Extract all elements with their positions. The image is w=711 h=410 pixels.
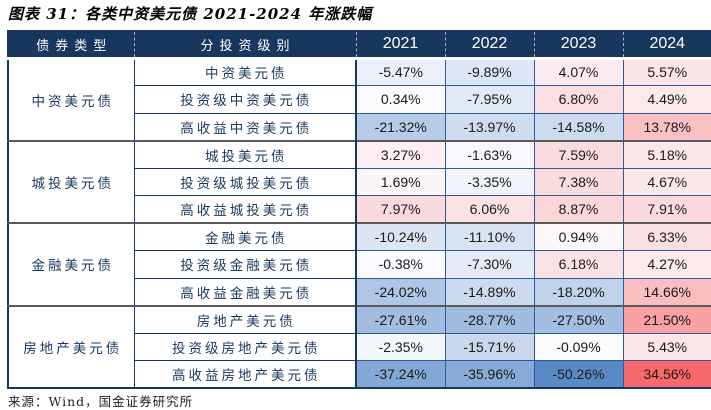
return-value-cell: 3.27% xyxy=(355,139,446,169)
bond-label-cell: 高收益房地产美元债 xyxy=(134,360,357,388)
return-value-cell: 0.34% xyxy=(355,85,446,114)
table-row: 城投美元债 城投美元债 3.27% -1.63% 7.59% 5.18% xyxy=(8,139,711,223)
column-header-2024: 2024 xyxy=(622,31,711,60)
bond-label-cell: 中资美元债 xyxy=(134,58,357,86)
table-row: 高收益房地产美元债 -37.24% -35.96% -50.26% 34.56% xyxy=(8,360,711,389)
return-value-cell: 7.97% xyxy=(355,195,446,224)
return-value-cell: 4.27% xyxy=(622,250,711,279)
return-value-cell: -1.63% xyxy=(444,139,535,169)
return-value-cell: -3.35% xyxy=(444,167,535,196)
table-row: 投资级城投美元债 1.69% -3.35% 7.38% 4.67% xyxy=(8,167,711,196)
return-value-cell: 0.94% xyxy=(533,222,624,251)
return-value-cell: 6.06% xyxy=(444,195,535,224)
return-value-cell: 4.07% xyxy=(533,58,624,86)
return-value-cell: -37.24% xyxy=(355,360,446,389)
table-row: 金融美元债 金融美元债 -10.24% -11.10% 0.94% 6.33% xyxy=(8,222,711,306)
bond-type-cell: 城投美元债 xyxy=(8,139,135,223)
return-value-cell: 7.38% xyxy=(533,167,624,196)
table-row: 高收益城投美元债 7.97% 6.06% 8.87% 7.91% xyxy=(8,195,711,224)
return-value-cell: -24.02% xyxy=(355,277,446,306)
bond-type-cell: 中资美元债 xyxy=(8,58,135,141)
return-value-cell: -27.61% xyxy=(355,304,446,334)
bond-label-cell: 房地产美元债 xyxy=(134,304,357,333)
return-value-cell: 6.80% xyxy=(533,85,624,114)
bond-label-cell: 投资级城投美元债 xyxy=(134,167,357,196)
column-header-2021: 2021 xyxy=(355,31,445,60)
return-value-cell: -7.95% xyxy=(444,85,535,114)
column-header-2022: 2022 xyxy=(444,31,534,60)
return-value-cell: -9.89% xyxy=(444,58,535,86)
bond-label-cell: 高收益中资美元债 xyxy=(134,112,357,141)
return-value-cell: 14.66% xyxy=(622,277,711,306)
bond-label-cell: 金融美元债 xyxy=(134,222,357,251)
return-value-cell: 4.67% xyxy=(622,167,711,196)
table-row: 投资级房地产美元债 -2.35% -15.71% -0.09% 5.43% xyxy=(8,332,711,361)
return-value-cell: -50.26% xyxy=(533,360,624,389)
bond-label-cell: 城投美元债 xyxy=(134,139,357,168)
return-value-cell: 1.69% xyxy=(355,167,446,196)
return-value-cell: 6.18% xyxy=(533,250,624,279)
return-value-cell: -0.38% xyxy=(355,250,446,279)
return-value-cell: 34.56% xyxy=(622,360,711,389)
return-value-cell: 13.78% xyxy=(622,112,711,141)
table-row: 房地产美元债 房地产美元债 -27.61% -28.77% -27.50% 21.50% xyxy=(8,304,711,388)
return-value-cell: -14.58% xyxy=(533,112,624,141)
return-value-cell: 7.91% xyxy=(622,195,711,224)
figure-title: 图表 31：各类中资美元债 2021-2024 年涨跌幅 xyxy=(8,5,373,23)
return-value-cell: 21.50% xyxy=(622,304,711,334)
bond-type-cell: 金融美元债 xyxy=(8,222,135,306)
return-value-cell: 5.43% xyxy=(622,332,711,361)
return-value-cell: -0.09% xyxy=(533,332,624,361)
return-value-cell: -35.96% xyxy=(444,360,535,389)
column-header-1: 分投资级别 xyxy=(133,31,356,60)
return-value-cell: -15.71% xyxy=(444,332,535,361)
return-value-cell: -10.24% xyxy=(355,222,446,251)
return-value-cell: 6.33% xyxy=(622,222,711,251)
return-value-cell: 5.18% xyxy=(622,139,711,169)
return-value-cell: 5.57% xyxy=(622,58,711,86)
bond-label-cell: 投资级金融美元债 xyxy=(134,250,357,278)
return-value-cell: -5.47% xyxy=(355,58,446,86)
header-row: 债券类型 分投资级别 2021 2022 2023 2024 xyxy=(8,31,711,60)
table-row: 高收益中资美元债 -21.32% -13.97% -14.58% 13.78% xyxy=(8,112,711,141)
return-value-cell: -21.32% xyxy=(355,112,446,141)
bond-label-cell: 投资级中资美元债 xyxy=(134,85,357,113)
bond-label-cell: 高收益金融美元债 xyxy=(134,277,357,306)
column-header-2023: 2023 xyxy=(533,31,623,60)
bond-label-cell: 高收益城投美元债 xyxy=(134,195,357,223)
return-value-cell: -14.89% xyxy=(444,277,535,306)
return-value-cell: -28.77% xyxy=(444,304,535,334)
return-value-cell: 4.49% xyxy=(622,85,711,114)
bond-type-cell: 房地产美元债 xyxy=(8,304,135,388)
return-value-cell: 8.87% xyxy=(533,195,624,224)
column-header-0: 债券类型 xyxy=(8,31,134,60)
return-value-cell: 7.59% xyxy=(533,139,624,169)
return-value-cell: -13.97% xyxy=(444,112,535,141)
return-value-cell: -11.10% xyxy=(444,222,535,251)
table-body: 中资美元债 中资美元债 -5.47% -9.89% 4.07% 5.57% 投资级中资美元债… xyxy=(8,58,711,389)
table-row: 高收益金融美元债 -24.02% -14.89% -18.20% 14.66% xyxy=(8,277,711,306)
return-value-cell: -27.50% xyxy=(533,304,624,334)
source-note: 来源：Wind，国金证券研究所 xyxy=(8,394,194,409)
bond-label-cell: 投资级房地产美元债 xyxy=(134,332,357,361)
return-value-cell: -18.20% xyxy=(533,277,624,306)
bond-returns-table: 债券类型 分投资级别 2021 2022 2023 2024 中资美元债 中资美元债 -5.4… xyxy=(7,30,711,389)
return-value-cell: -2.35% xyxy=(355,332,446,361)
return-value-cell: -7.30% xyxy=(444,250,535,279)
table-row: 中资美元债 中资美元债 -5.47% -9.89% 4.07% 5.57% xyxy=(8,58,711,141)
